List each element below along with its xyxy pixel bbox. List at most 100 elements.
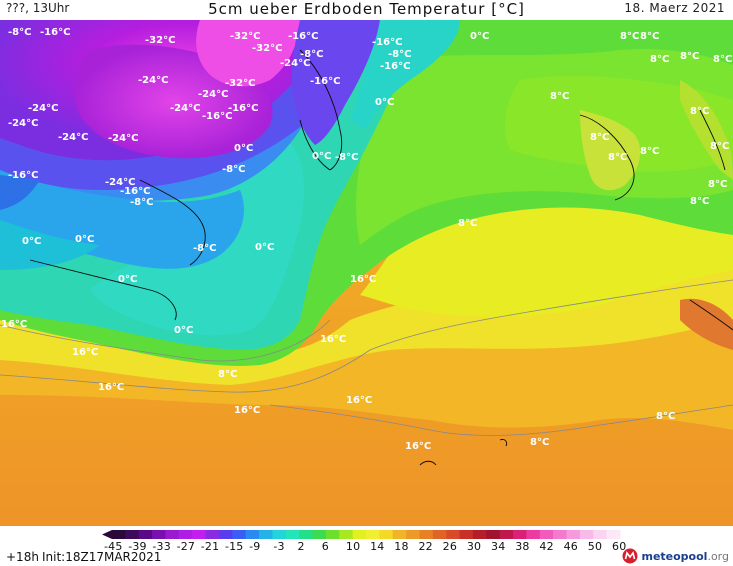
contour-label: 0°C	[470, 31, 489, 42]
meteopool-logo-icon	[622, 548, 638, 564]
contour-label: 16°C	[72, 347, 98, 358]
zone-magenta	[196, 20, 300, 87]
colorbar	[102, 530, 621, 539]
colorbar-swatch	[218, 530, 233, 539]
colorbar-swatch	[366, 530, 380, 539]
contour-label: -24°C	[105, 177, 135, 188]
contour-label: 8°C	[713, 54, 732, 65]
contour-label: -8°C	[222, 164, 245, 175]
contour-label: -24°C	[108, 133, 138, 144]
colorbar-tick-label: 22	[418, 540, 433, 553]
colorbar-swatch	[245, 530, 260, 539]
contour-label: 0°C	[174, 325, 193, 336]
contour-label: 0°C	[118, 274, 137, 285]
colorbar-swatch	[205, 530, 220, 539]
contour-label: 8°C	[710, 141, 729, 152]
colorbar-tick-label: 10	[345, 540, 361, 553]
contour-label: -32°C	[225, 78, 255, 89]
colorbar-swatch	[499, 530, 514, 539]
contour-label: 0°C	[255, 242, 274, 253]
colorbar-tick-label: 38	[515, 540, 530, 553]
colorbar-swatch	[379, 530, 394, 539]
colorbar-swatch	[192, 530, 207, 539]
contour-label: 8°C	[640, 146, 659, 157]
colorbar-swatch	[299, 530, 314, 539]
colorbar-swatch	[339, 530, 354, 539]
colorbar-tick-label: 18	[394, 540, 409, 553]
colorbar-swatch	[285, 530, 300, 539]
brand[interactable]: meteopool.org	[622, 548, 729, 564]
contour-label: -8°C	[193, 243, 216, 254]
contour-label: 0°C	[234, 143, 253, 154]
zone-yellow-north	[360, 205, 733, 317]
contour-label: 16°C	[320, 334, 346, 345]
temperature-map[interactable]: -8°C -16°C -32°C -32°C -32°C -16°C -8°C -16°C -2…	[0, 20, 733, 526]
colorbar-swatch	[566, 530, 581, 539]
colorbar-swatch	[513, 530, 527, 539]
zone-yellow	[0, 235, 733, 385]
colorbar-swatch	[138, 530, 153, 539]
colorbar-swatch	[486, 530, 501, 539]
contour-label: -16°C	[8, 170, 38, 181]
contour-label: 8°C	[690, 196, 709, 207]
colorbar-swatch	[432, 530, 447, 539]
contour-label: 0°C	[75, 234, 94, 245]
colorbar-tick-label: 46	[563, 540, 579, 553]
zone-greenland-cold	[291, 20, 380, 145]
contour-label: -8°C	[300, 49, 323, 60]
zone-west-edge	[0, 175, 40, 210]
contour-label: -16°C	[372, 37, 402, 48]
contour-labels: -8°C -16°C-32°C -32°C-32°C-16°C-8°C-16°C-2…	[1, 27, 732, 452]
contour-label: 16°C	[234, 405, 260, 416]
contour-label: 8°C	[656, 411, 675, 422]
colorbar-swatch	[419, 530, 434, 539]
contour-label: 8°C	[650, 54, 669, 65]
contour-label: 16°C	[350, 274, 376, 285]
colorbar-tick-label: -33	[152, 540, 171, 553]
contour-label: -32°C	[145, 35, 175, 46]
contour-label: 16°C	[346, 395, 372, 406]
contour-label: -24°C	[28, 103, 58, 114]
header-bar: ???, 13Uhr 5cm ueber Erdboden Temperatur…	[0, 0, 733, 20]
contour-label: 8°C	[458, 218, 477, 229]
coastlines	[29, 49, 733, 466]
colorbar-tick-label: -45	[104, 540, 123, 553]
contour-label: 8°C	[590, 132, 609, 143]
contour-label: -16°C	[120, 186, 150, 197]
contour-label: -24°C	[138, 75, 168, 86]
colorbar-swatch	[472, 530, 487, 539]
contour-label: -16°C	[228, 103, 258, 114]
colorbar-swatch	[232, 530, 247, 539]
contour-label: 8°C	[708, 179, 727, 190]
contour-label: 8°C	[530, 437, 549, 448]
colorbar-swatch	[178, 530, 193, 539]
colorbar-tick-label: 34	[491, 540, 506, 553]
colorbar-swatch	[446, 530, 461, 539]
colorbar-swatch	[112, 530, 126, 539]
contour-label: 16°C	[98, 382, 124, 393]
zone-land-hot	[680, 298, 733, 350]
map-canvas: -8°C -16°C-32°C -32°C-32°C-16°C-8°C-16°C-2…	[0, 20, 733, 526]
contour-label: 16°C	[405, 441, 431, 452]
colorbar-swatch	[606, 530, 621, 539]
contour-label: -24°C	[58, 132, 88, 143]
contour-label: -24°C	[8, 118, 38, 129]
contour-label: -16°C	[380, 61, 410, 72]
colorbar-tick-label: 6	[321, 540, 329, 553]
contour-label: 8°C	[640, 31, 659, 42]
contour-label: -16°C	[310, 76, 340, 87]
colorbar-tick-label: -15	[224, 540, 244, 553]
colorbar-tick-label: -27	[176, 540, 196, 553]
colorbar-tick-label: 50	[587, 540, 603, 553]
contour-label: -8°C	[8, 27, 31, 38]
colorbar-tick-label: 2	[297, 540, 305, 553]
colorbar-tick-label: -21	[200, 540, 220, 553]
colorbar-swatch	[325, 530, 340, 539]
colorbar-tick-label: 26	[442, 540, 458, 553]
contour-label: -24°C	[280, 58, 310, 69]
contour-label: 0°C	[375, 97, 394, 108]
brand-name: meteopool.org	[641, 549, 729, 563]
colorbar-swatch	[406, 530, 420, 539]
init-time: Init:18Z17MAR2021	[42, 550, 162, 564]
contour-label: -16°C	[288, 31, 318, 42]
